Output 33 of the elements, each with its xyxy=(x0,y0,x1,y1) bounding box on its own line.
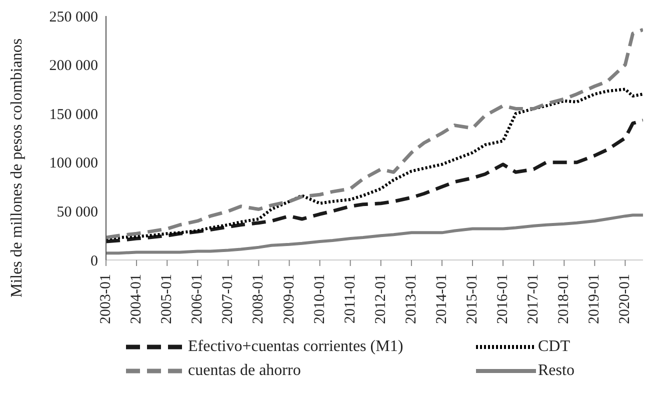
x-tick-label: 2015-01 xyxy=(464,274,480,324)
x-tick-label: 2010-01 xyxy=(312,274,328,324)
y-axis-title: Miles de millones de pesos colombianos xyxy=(8,38,26,298)
y-tick-label: 0 xyxy=(90,253,98,270)
x-tick-label: 2011-01 xyxy=(342,274,358,324)
x-tick-label: 2006-01 xyxy=(190,274,206,324)
x-tick-label: 2016-01 xyxy=(495,274,512,324)
line-series xyxy=(106,118,643,244)
x-tick-label: 2020-01 xyxy=(617,274,634,324)
x-tick-label: 2013-01 xyxy=(403,274,420,324)
y-tick-label: 150 000 xyxy=(49,106,98,123)
legend-label: cuentas de ahorro xyxy=(188,362,301,380)
legend-label: CDT xyxy=(538,338,570,356)
line-series xyxy=(106,28,643,240)
x-tick-label: 2012-01 xyxy=(372,274,389,324)
line-series xyxy=(106,88,643,240)
y-tick-label: 100 000 xyxy=(49,156,98,172)
x-tick-label: 2003-01 xyxy=(98,274,114,324)
x-tick-label: 2007-01 xyxy=(220,274,236,324)
x-tick-label: 2005-01 xyxy=(159,274,176,324)
y-tick-label: 50 000 xyxy=(56,204,98,221)
x-tick-label: 2009-01 xyxy=(281,274,298,324)
line-series xyxy=(106,214,643,255)
legend-label: Resto xyxy=(538,362,574,380)
x-tick-label: 2014-01 xyxy=(434,274,450,324)
x-tick-label: 2017-01 xyxy=(526,274,542,324)
x-tick-label: 2019-01 xyxy=(586,274,603,324)
y-tick-label: 250 000 xyxy=(49,9,98,26)
legend-label: Efectivo+cuentas corrientes (M1) xyxy=(188,338,404,356)
y-tick-label: 200 000 xyxy=(49,58,98,74)
x-tick-label: 2004-01 xyxy=(128,274,145,324)
x-tick-label: 2008-01 xyxy=(250,274,267,324)
x-tick-label: 2018-01 xyxy=(556,274,572,324)
